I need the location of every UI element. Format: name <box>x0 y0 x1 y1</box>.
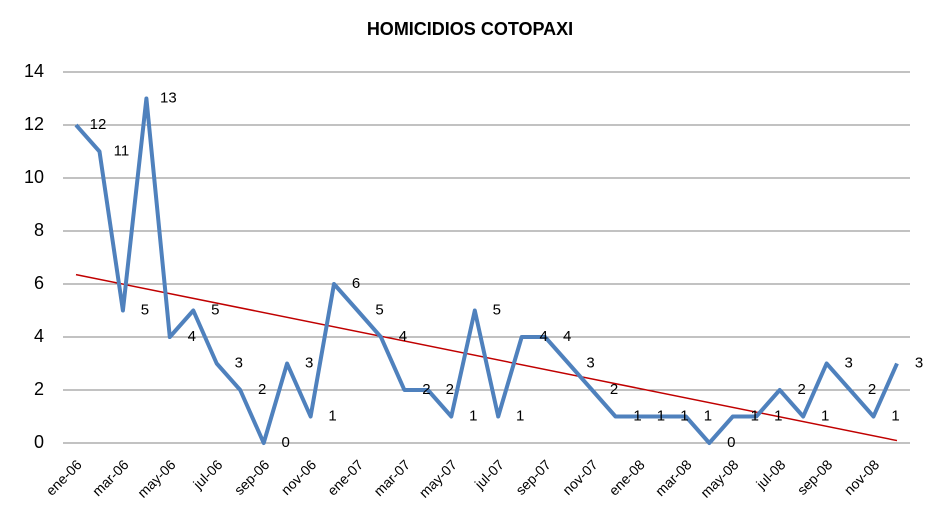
x-tick-label: nov-06 <box>278 456 320 498</box>
x-tick-label: nov-08 <box>841 456 883 498</box>
y-tick-label: 14 <box>24 61 44 81</box>
data-label: 0 <box>727 434 735 451</box>
data-label: 2 <box>868 381 876 398</box>
data-label: 1 <box>751 407 759 424</box>
x-tick-label: ene-08 <box>606 456 648 498</box>
x-tick-label: jul-06 <box>189 456 225 492</box>
data-label: 3 <box>586 354 594 371</box>
data-label: 1 <box>891 407 899 424</box>
data-label: 13 <box>160 89 177 106</box>
x-tick-label: sep-08 <box>794 456 836 498</box>
y-tick-label: 8 <box>34 220 44 240</box>
chart-title: HOMICIDIOS COTOPAXI <box>367 19 573 39</box>
y-tick-label: 0 <box>34 432 44 452</box>
data-label: 1 <box>821 407 829 424</box>
data-label: 3 <box>844 354 852 371</box>
data-label: 2 <box>610 381 618 398</box>
y-tick-label: 4 <box>34 326 44 346</box>
x-tick-label: mar-08 <box>652 456 695 499</box>
data-label: 1 <box>680 407 688 424</box>
data-label: 1 <box>657 407 665 424</box>
x-tick-label: mar-06 <box>89 456 132 499</box>
data-label: 3 <box>235 354 243 371</box>
y-tick-label: 10 <box>24 167 44 187</box>
data-label: 12 <box>90 116 107 133</box>
data-label: 1 <box>328 407 336 424</box>
data-label: 2 <box>798 381 806 398</box>
data-label: 2 <box>422 381 430 398</box>
data-label: 2 <box>258 381 266 398</box>
x-tick-label: may-07 <box>416 456 460 500</box>
data-label: 6 <box>352 275 360 292</box>
data-label: 4 <box>188 328 196 345</box>
data-label: 1 <box>516 407 524 424</box>
data-label: 1 <box>704 407 712 424</box>
series-line <box>74 96 899 445</box>
x-tick-label: jul-08 <box>752 456 788 492</box>
y-tick-label: 2 <box>34 379 44 399</box>
y-tick-label: 12 <box>24 114 44 134</box>
data-label: 1 <box>774 407 782 424</box>
x-tick-label: ene-06 <box>43 456 85 498</box>
data-label: 5 <box>493 301 501 318</box>
x-tick-label: mar-07 <box>370 456 413 499</box>
x-tick-label: sep-07 <box>512 456 554 498</box>
x-tick-label: may-08 <box>697 456 741 500</box>
data-label: 3 <box>305 354 313 371</box>
x-tick-label: may-06 <box>134 456 178 500</box>
data-label: 5 <box>375 301 383 318</box>
x-tick-label: ene-07 <box>324 456 366 498</box>
data-label: 4 <box>399 328 407 345</box>
x-tick-label: jul-07 <box>471 456 507 492</box>
x-tick-label: nov-07 <box>559 456 601 498</box>
y-tick-label: 6 <box>34 273 44 293</box>
data-label: 5 <box>141 301 149 318</box>
data-label: 0 <box>281 434 289 451</box>
x-tick-label: sep-06 <box>231 456 273 498</box>
data-label: 4 <box>540 328 548 345</box>
data-label: 2 <box>446 381 454 398</box>
data-label: 11 <box>114 142 130 159</box>
data-label: 4 <box>563 328 571 345</box>
data-label: 1 <box>633 407 641 424</box>
data-label: 3 <box>915 354 923 371</box>
data-label: 1 <box>469 407 477 424</box>
data-label: 5 <box>211 301 219 318</box>
